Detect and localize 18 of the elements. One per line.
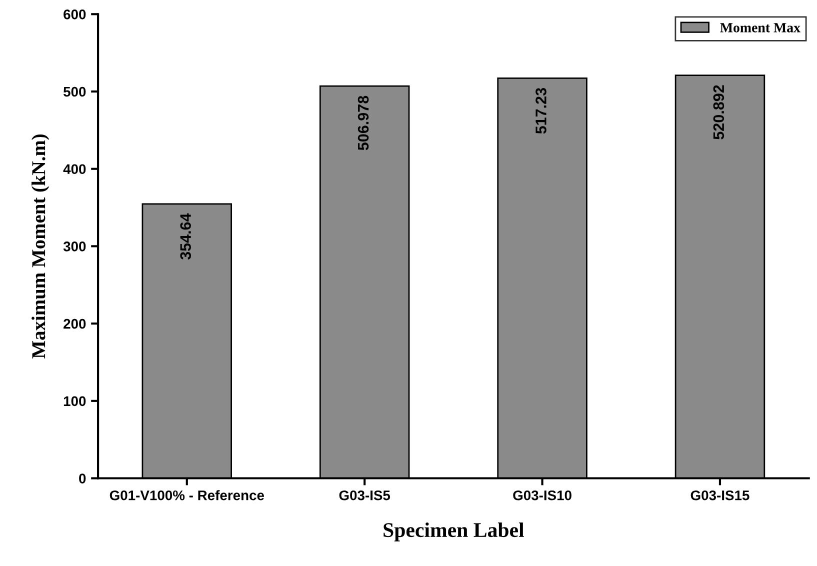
x-axis-title: Specimen Label xyxy=(384,522,524,542)
data-label: 520.892 xyxy=(713,85,724,140)
x-tick-label: G03-IS15 xyxy=(690,490,750,500)
y-tick-label: 100 xyxy=(64,396,86,406)
y-tick-label: 600 xyxy=(64,9,86,20)
x-tick-label: G03-IS5 xyxy=(339,490,390,500)
y-axis-title: Maximum Moment (kN.m) xyxy=(32,134,50,358)
legend-label: Moment Max xyxy=(720,23,800,32)
x-tick-label: G01-V100% - Reference xyxy=(110,490,264,500)
y-tick-label: 200 xyxy=(64,318,86,329)
y-tick-label: 400 xyxy=(63,164,86,174)
data-label: 506.978 xyxy=(358,96,369,150)
data-label: 354.64 xyxy=(180,213,192,260)
y-tick-label: 0 xyxy=(79,474,86,484)
data-label: 517.23 xyxy=(536,88,546,134)
y-tick-label: 300 xyxy=(63,242,86,252)
y-tick-label: 500 xyxy=(63,86,86,97)
x-tick-label: G03-IS10 xyxy=(513,490,572,500)
